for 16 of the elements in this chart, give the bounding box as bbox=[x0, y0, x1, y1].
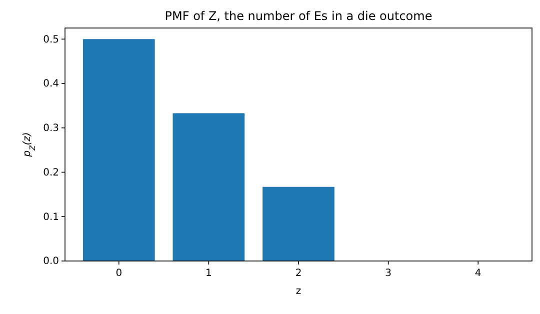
bar bbox=[172, 113, 245, 261]
y-tick-label: 0.4 bbox=[43, 78, 59, 90]
y-tick-label: 0.2 bbox=[43, 167, 59, 178]
y-tick-label: 0.3 bbox=[43, 123, 59, 134]
chart-title: PMF of Z, the number of Es in a die outcome bbox=[164, 9, 432, 23]
x-tick-label: 3 bbox=[385, 268, 392, 279]
y-tick-label: 0.1 bbox=[43, 212, 59, 223]
y-tick-label: 0.5 bbox=[43, 34, 59, 46]
x-tick-label: 1 bbox=[206, 268, 212, 279]
bar bbox=[82, 39, 155, 261]
y-tick-label: 0.0 bbox=[43, 256, 59, 268]
x-tick-label: 2 bbox=[295, 268, 302, 279]
x-tick-label: 0 bbox=[116, 268, 122, 279]
bar bbox=[262, 186, 334, 261]
x-tick-label: 4 bbox=[474, 268, 482, 279]
x-axis-title: z bbox=[296, 286, 302, 297]
